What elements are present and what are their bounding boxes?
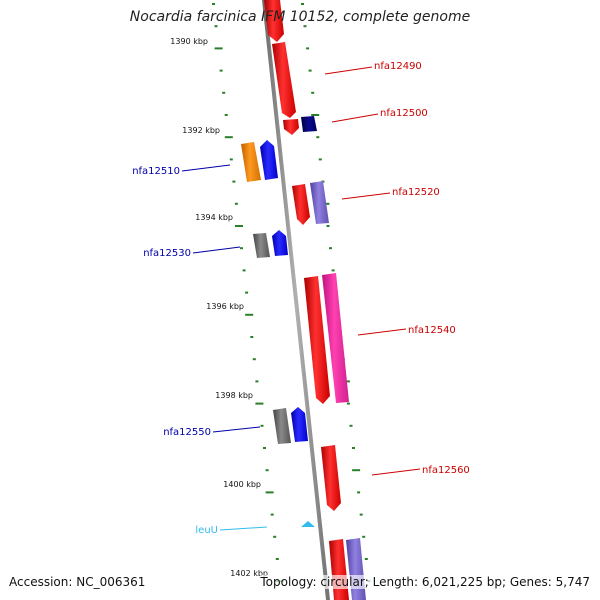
tick-label: 1390 kbp (170, 37, 208, 46)
genome-summary-text: Topology: circular; Length: 6,021,225 bp… (260, 575, 590, 589)
accession-text: Accession: NC_006361 (9, 575, 146, 589)
rna-feature-leuU[interactable] (301, 521, 315, 527)
genome-backbone (262, 0, 330, 600)
gene-feature-nfa12510-b[interactable] (260, 140, 278, 180)
gene-feature-nfa12510-a[interactable] (241, 142, 261, 182)
gene-labels: nfa12490 nfa12500 nfa12510 nfa12520 nfa1… (132, 61, 470, 536)
gene-label-nfa12520[interactable]: nfa12520 (392, 187, 440, 198)
tick-label: 1402 kbp (230, 569, 268, 578)
gene-feature-nfa12530-b[interactable] (272, 230, 288, 256)
scale-ticks (212, 3, 371, 583)
gene-feature-nfa12490[interactable] (272, 42, 296, 118)
gene-label-nfa12560[interactable]: nfa12560 (422, 465, 470, 476)
gene-label-nfa12490[interactable]: nfa12490 (374, 61, 422, 72)
gene-feature-nfa12530-a[interactable] (253, 233, 270, 258)
tick-label: 1392 kbp (182, 126, 220, 135)
forward-strand-features (264, 0, 366, 600)
gene-feature-nfa12500-a[interactable] (283, 119, 299, 135)
reverse-strand-features (241, 140, 315, 527)
gene-feature-nfa12500-b[interactable] (301, 116, 317, 132)
tick-label: 1394 kbp (195, 213, 233, 222)
gene-label-nfa12550[interactable]: nfa12550 (163, 427, 211, 438)
gene-feature-nfa12540-b[interactable] (322, 273, 349, 403)
tick-label: 1398 kbp (215, 391, 253, 400)
gene-label-nfa12500[interactable]: nfa12500 (380, 108, 428, 119)
gene-feature-bottom-red[interactable] (329, 539, 349, 600)
gene-feature-nfa12520-a[interactable] (292, 184, 310, 225)
gene-feature-bottom-purple[interactable] (346, 538, 366, 600)
genome-title: Nocardia farcinica IFM 10152, complete g… (129, 9, 471, 25)
tick-label: 1396 kbp (206, 302, 244, 311)
tick-label: 1400 kbp (223, 480, 261, 489)
label-connectors (181, 66, 421, 531)
gene-label-nfa12540[interactable]: nfa12540 (408, 325, 456, 336)
gene-label-leuU[interactable]: leuU (195, 525, 218, 536)
gene-feature-nfa12550-a[interactable] (273, 408, 291, 444)
scale-tick-labels: 1390 kbp 1392 kbp 1394 kbp 1396 kbp 1398… (170, 37, 268, 578)
gene-feature-top-red[interactable] (264, 0, 284, 42)
gene-feature-nfa12550-b[interactable] (291, 407, 308, 442)
gene-feature-nfa12560[interactable] (321, 445, 341, 511)
gene-feature-nfa12540-a[interactable] (304, 276, 330, 404)
gene-label-nfa12530[interactable]: nfa12530 (143, 248, 191, 259)
gene-label-nfa12510[interactable]: nfa12510 (132, 166, 180, 177)
gene-feature-nfa12520-b[interactable] (310, 181, 329, 224)
